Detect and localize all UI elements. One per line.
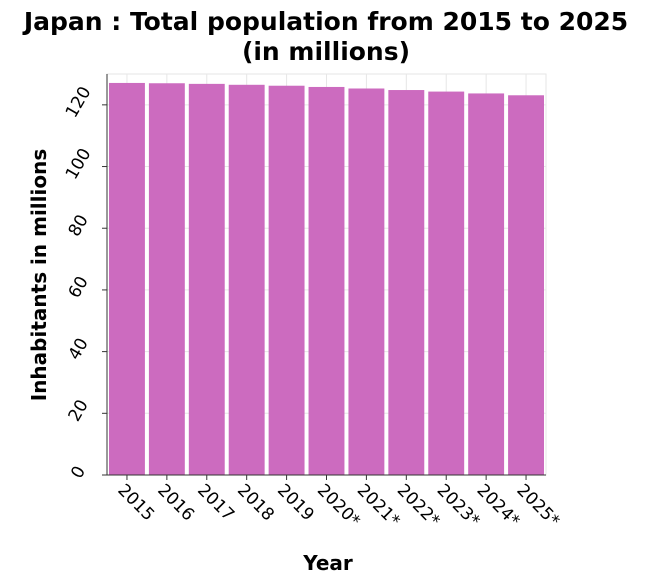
x-tick-label: 2022* [393,480,444,531]
bar-2019 [268,85,305,476]
bar-2016 [148,83,185,475]
y-tick-label: 20 [65,396,93,425]
bar-2024-projected [468,93,505,475]
chart-title-line-1: Japan : Total population from 2015 to 20… [22,7,628,36]
y-tick-label: 40 [65,335,93,364]
bar-2022-projected [388,90,425,475]
x-tick-label: 2019 [273,480,318,525]
y-tick-label: 0 [67,463,90,482]
x-tick-label: 2021* [353,480,404,531]
bar-2021-projected [348,88,385,476]
plot-area: 0 20 40 60 80 100 120 201520162017201820192020*… [62,73,564,531]
x-tick-label: 2016 [153,480,198,525]
bar-2017 [188,83,225,476]
x-tick-label: 2024* [473,480,524,531]
x-tick-label: 2025* [513,480,564,531]
bar-2015 [109,82,145,476]
x-tick-label: 2020* [313,480,364,531]
y-axis-label: Inhabitants in millions [27,149,51,402]
x-tick-label: 2023* [433,480,484,531]
y-tick-label: 100 [62,145,96,183]
y-tick-label: 80 [65,211,93,240]
x-tick-label: 2015 [113,480,158,525]
x-tick-label: 2017 [193,480,238,525]
bar-2020-projected [308,86,345,475]
bar-2018 [228,84,265,476]
bar-2023-projected [428,91,465,475]
y-tick-label: 120 [62,83,96,121]
bar-2025-projected [508,95,544,475]
y-tick-label: 60 [65,273,93,302]
chart-title-line-2: (in millions) [242,37,410,66]
x-axis-label: Year [302,551,353,575]
x-tick-label: 2018 [233,480,278,525]
